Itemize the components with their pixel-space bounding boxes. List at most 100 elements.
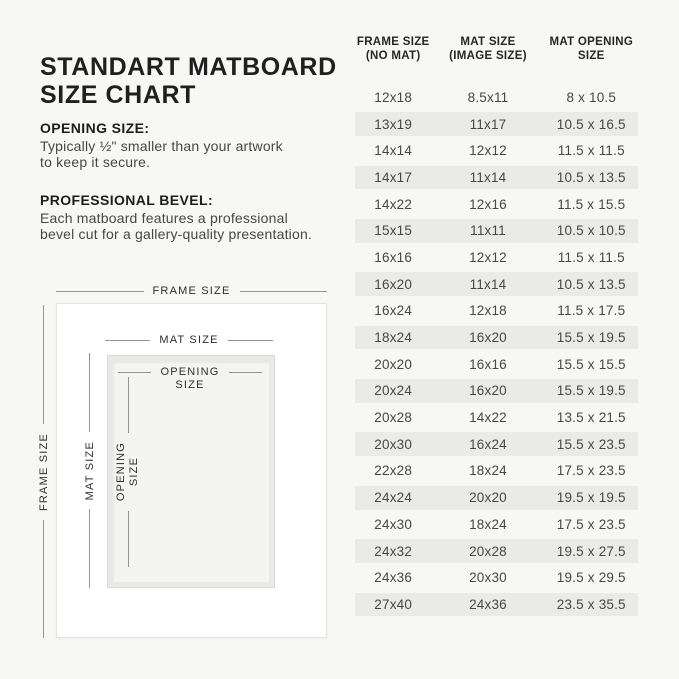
table-cell: 11.5 x 11.5 [557, 249, 625, 265]
table-cell: 16x24 [469, 436, 507, 452]
column-header-line: MAT OPENING [549, 36, 634, 48]
table-row: 16x16 12x12 11.5 x 11.5 [355, 244, 638, 271]
table-cell: 15.5 x 19.5 [556, 383, 626, 399]
table-cell: 14x22 [374, 196, 413, 212]
table-cell: 11x11 [470, 223, 506, 239]
table-cell: 24x30 [374, 516, 413, 532]
table-row: 20x30 16x24 15.5 x 23.5 [355, 431, 638, 458]
page-title-line2: SIZE CHART [40, 80, 196, 109]
table-cell: 14x14 [374, 143, 413, 159]
opening-size-dimension-horizontal: OPENING SIZE [118, 366, 263, 391]
table-row: 16x24 12x18 11.5 x 17.5 [355, 298, 638, 325]
dimension-line [239, 290, 328, 292]
note-text-line: bevel cut for a gallery-quality presenta… [40, 226, 313, 242]
table-row: 24x36 20x30 19.5 x 29.5 [355, 564, 638, 591]
opening-size-label-line2: SIZE [175, 379, 205, 391]
table-cell: 15x15 [374, 223, 413, 239]
table-cell: 12x12 [469, 249, 507, 265]
frame-size-dimension-vertical: FRAME SIZE [36, 305, 51, 639]
dimension-line [43, 519, 44, 639]
mat-size-dimension-vertical: MAT SIZE [82, 353, 97, 588]
column-header-mat-opening-size: MAT OPENING SIZE [545, 36, 638, 63]
table-cell: 20x28 [469, 543, 507, 559]
table-cell: 15.5 x 19.5 [556, 330, 626, 346]
table-row: 18x24 16x20 15.5 x 19.5 [355, 324, 638, 351]
table-cell: 12x18 [374, 89, 413, 105]
table-cell: 20x28 [374, 410, 413, 426]
table-cell: 24x36 [469, 596, 507, 612]
table-cell: 16x16 [374, 249, 413, 265]
table-cell: 13.5 x 21.5 [556, 410, 626, 426]
table-cell: 17.5 x 23.5 [556, 516, 626, 532]
table-cell: 11x14 [469, 169, 507, 185]
table-cell: 11.5 x 11.5 [557, 143, 625, 159]
opening-size-label-line1: OPENING [160, 366, 220, 378]
table-row: 20x24 16x20 15.5 x 19.5 [355, 378, 638, 405]
dimension-line [43, 305, 44, 424]
dimension-line [227, 339, 273, 341]
table-cell: 18x24 [469, 463, 507, 479]
table-row: 20x20 16x16 15.5 x 15.5 [355, 351, 638, 378]
table-cell: 14x17 [374, 169, 413, 185]
column-header-frame-size: FRAME SIZE (NO MAT) [355, 36, 431, 63]
note-heading: OPENING SIZE: [40, 120, 150, 136]
size-table-rows: 12x18 8.5x11 8 x 10.5 13x19 11x17 10.5 x 16.5… [355, 84, 638, 618]
note-text-line: to keep it secure. [40, 154, 151, 170]
table-cell: 11.5 x 15.5 [557, 196, 626, 212]
table-cell: 20x24 [374, 383, 413, 399]
dimension-line [127, 377, 129, 434]
table-cell: 10.5 x 13.5 [556, 169, 626, 185]
column-header-line: MAT SIZE [460, 36, 516, 48]
table-row: 22x28 18x24 17.5 x 23.5 [355, 458, 638, 485]
table-row: 16x20 11x14 10.5 x 13.5 [355, 271, 638, 298]
column-header-mat-size: MAT SIZE (IMAGE SIZE) [431, 36, 544, 63]
frame-size-label-vertical: FRAME SIZE [37, 432, 50, 511]
table-cell: 20x20 [374, 356, 413, 372]
table-cell: 16x20 [374, 276, 413, 292]
table-cell: 19.5 x 29.5 [556, 570, 626, 586]
table-cell: 13x19 [374, 116, 413, 132]
table-cell: 24x32 [374, 543, 413, 559]
table-cell: 24x36 [374, 570, 413, 586]
column-header-line: FRAME SIZE [356, 36, 430, 48]
table-cell: 16x20 [469, 383, 507, 399]
table-cell: 20x20 [469, 490, 507, 506]
note-professional-bevel: PROFESSIONAL BEVEL: Each matboard featur… [40, 192, 350, 242]
dimension-line [56, 290, 144, 292]
size-table-header: FRAME SIZE (NO MAT) MAT SIZE (IMAGE SIZE… [355, 36, 638, 63]
note-text-line: Typically ½" smaller than your artwork [40, 138, 283, 154]
table-cell: 19.5 x 27.5 [556, 543, 626, 559]
opening-size-label-vertical: OPENING SIZE [115, 442, 141, 501]
table-cell: 16x16 [469, 356, 507, 372]
table-cell: 15.5 x 15.5 [556, 356, 626, 372]
mat-size-dimension-horizontal: MAT SIZE [105, 333, 273, 347]
mat-size-label-vertical: MAT SIZE [83, 440, 96, 501]
table-cell: 19.5 x 19.5 [556, 490, 626, 506]
table-cell: 20x30 [374, 436, 413, 452]
table-cell: 10.5 x 16.5 [556, 116, 626, 132]
table-row: 24x32 20x28 19.5 x 27.5 [355, 538, 638, 565]
table-cell: 14x22 [469, 410, 507, 426]
table-cell: 12x16 [469, 196, 507, 212]
frame-size-dimension-horizontal: FRAME SIZE [56, 284, 328, 298]
table-cell: 17.5 x 23.5 [556, 463, 626, 479]
table-row: 24x24 20x20 19.5 x 19.5 [355, 484, 638, 511]
table-row: 14x17 11x14 10.5 x 13.5 [355, 164, 638, 191]
column-header-line: (NO MAT) [365, 49, 421, 62]
table-row: 12x18 8.5x11 8 x 10.5 [355, 84, 638, 111]
table-cell: 16x20 [469, 330, 507, 346]
table-cell: 18x24 [374, 330, 413, 346]
table-row: 27x40 24x36 23.5 x 35.5 [355, 591, 638, 618]
dimension-line [89, 353, 90, 432]
table-cell: 10.5 x 13.5 [556, 276, 626, 292]
mat-size-label-horizontal: MAT SIZE [159, 334, 219, 346]
page-title-line1: STANDART MATBOARD [40, 52, 337, 81]
note-text-line: Each matboard features a professional [40, 210, 288, 226]
table-cell: 27x40 [374, 596, 413, 612]
table-cell: 11x14 [469, 276, 507, 292]
dimension-line [118, 372, 152, 373]
dimension-line [127, 510, 129, 568]
table-cell: 12x12 [469, 143, 507, 159]
page-title: STANDART MATBOARD SIZE CHART [40, 53, 360, 109]
opening-size-label-line1: OPENING [115, 442, 127, 502]
